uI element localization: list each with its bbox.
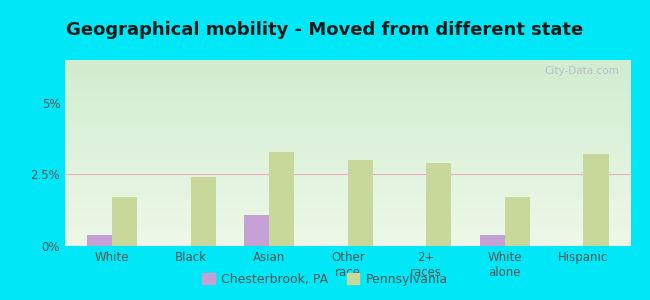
Bar	[269, 152, 294, 246]
Bar	[505, 197, 530, 246]
Bar	[480, 235, 505, 246]
Bar	[190, 177, 216, 246]
Bar	[584, 154, 608, 246]
Bar	[348, 160, 373, 246]
Bar	[112, 197, 137, 246]
Text: City-Data.com: City-Data.com	[545, 66, 619, 76]
Bar	[426, 163, 452, 246]
Legend: Chesterbrook, PA, Pennsylvania: Chesterbrook, PA, Pennsylvania	[197, 268, 453, 291]
Bar	[87, 235, 112, 246]
Bar	[244, 214, 269, 246]
Text: Geographical mobility - Moved from different state: Geographical mobility - Moved from diffe…	[66, 21, 584, 39]
